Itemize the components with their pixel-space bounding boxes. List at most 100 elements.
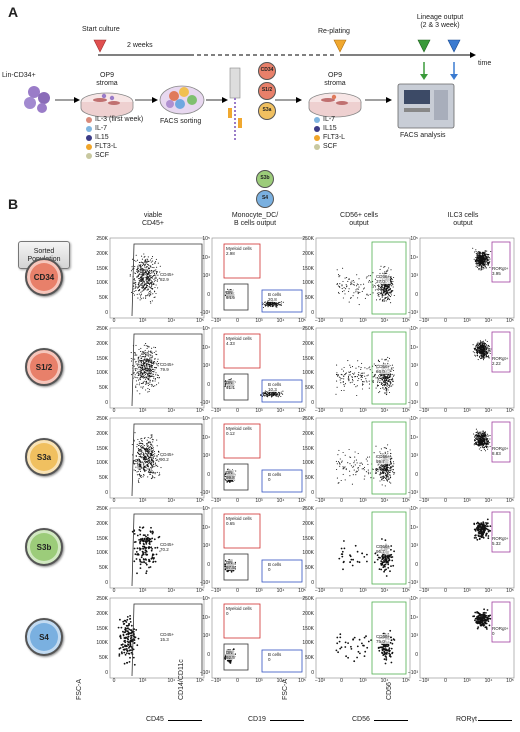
x-tick-label: 10⁵ [402, 678, 410, 684]
bcell-gate [261, 559, 303, 583]
x-tick-label: −10³ [314, 408, 326, 414]
y-tick-label: 0 [311, 670, 314, 676]
plot-frame [109, 417, 205, 499]
y-tick-label: 150K [302, 535, 314, 542]
y-axis-label-2: FSC-A [282, 679, 289, 700]
y-tick-label: 10⁴ [202, 344, 210, 351]
y-tick-label: 50K [99, 475, 108, 482]
x-tick-label: 10³ [255, 498, 263, 504]
x-tick-label: 0 [340, 318, 343, 324]
cd56-gate [371, 241, 407, 315]
y-axis-label-0: FSC-A [76, 679, 83, 700]
x-tick-label: 10⁴ [167, 678, 176, 684]
x-tick-label: 10⁵ [298, 678, 306, 684]
y-axis-label-1: CD14/CD11c [178, 659, 185, 700]
dn-gate-label: DN 41.1 [226, 380, 235, 391]
x-tick-label: 10⁴ [167, 588, 176, 594]
y-tick-label: 10⁴ [410, 614, 418, 621]
y-tick-label: 250K [302, 326, 314, 332]
flow-plot-r1-c0 [109, 327, 205, 409]
x-tick-label: 10⁵ [506, 318, 514, 324]
x-tick-label: 10⁴ [484, 408, 493, 414]
x-tick-label: −10³ [418, 318, 430, 324]
flow-plot-r2-c3 [419, 417, 515, 499]
rorgt-gate [491, 331, 511, 373]
dn-gate-label: DN 64.6 [226, 290, 235, 301]
myeloid-gate-label: Myeloid cells 4.33 [226, 336, 252, 347]
x-tick-label: 10⁵ [402, 498, 410, 504]
y-tick-label: 0 [311, 580, 314, 586]
lineage-week3-marker [447, 39, 461, 53]
y-tick-label: 50K [305, 295, 314, 302]
y-tick-label: 10⁵ [202, 326, 210, 332]
x-tick-label: 10⁴ [276, 498, 285, 504]
x-tick-label: 0 [444, 588, 447, 594]
y-tick-label: 100K [302, 280, 314, 287]
y-tick-label: 250K [96, 326, 108, 332]
bcell-gate-label: B cells 0 [268, 652, 282, 663]
x-tick-label: 10⁵ [196, 318, 204, 324]
y-tick-label: −10³ [407, 490, 418, 496]
x-tick-label: 10³ [255, 408, 263, 414]
lineage-output-label: Lineage output (2 & 3 week) [416, 14, 464, 30]
x-tick-label: −10³ [314, 588, 326, 594]
dn-gate-label: DN 92.5 [226, 650, 235, 661]
y-tick-label: 200K [96, 340, 108, 347]
x-axis-label-3: RORγt [456, 716, 477, 723]
cd45-gate [131, 603, 203, 677]
y-tick-label: 10³ [410, 453, 418, 459]
x-tick-label: 10⁵ [196, 678, 204, 684]
myeloid-gate-label: Myeloid cells 0.12 [226, 426, 252, 437]
flow-plot-r3-c3 [419, 507, 515, 589]
y-tick-label: 100K [302, 550, 314, 557]
y-tick-label: 100K [302, 460, 314, 467]
cd56-gate [371, 511, 407, 585]
event-dots [131, 432, 163, 484]
x-tick-label: −10³ [314, 498, 326, 504]
panel-a-letter: A [8, 4, 19, 20]
y-tick-label: 10⁵ [410, 416, 418, 422]
plot-frame [109, 507, 205, 589]
cytokine-dot-icon [314, 126, 320, 133]
cytokine-item: IL15 [86, 134, 143, 142]
x-tick-label: 10³ [139, 678, 147, 684]
x-tick-label: 10⁴ [167, 498, 176, 504]
x-tick-label: 0 [236, 318, 239, 324]
myeloid-gate [223, 603, 261, 639]
plot-frame [315, 507, 411, 589]
column-header-3: ILC3 cells output [447, 212, 479, 228]
y-tick-label: 10³ [410, 363, 418, 369]
cytokine-label: FLT3-L [323, 134, 346, 142]
y-tick-label: 50K [305, 475, 314, 482]
x-axis-arrow-icon [168, 720, 202, 721]
dn-gate-label: DN 99.8 [226, 470, 235, 481]
replating-marker [333, 39, 347, 53]
y-tick-label: 10⁴ [202, 254, 210, 261]
x-tick-label: 10⁵ [298, 318, 306, 324]
rorgt-gate-label: RORgt+ 0 [492, 626, 509, 637]
x-tick-label: 10⁴ [380, 498, 389, 504]
y-tick-label: 250K [302, 416, 314, 422]
panel-b-letter: B [8, 196, 19, 212]
cytokine-item: IL-7 [86, 125, 143, 133]
sorted-subset-4: S4 [256, 190, 274, 208]
y-tick-label: 150K [96, 445, 108, 452]
x-tick-label: 10⁵ [402, 408, 410, 414]
y-tick-label: 50K [305, 565, 314, 572]
cytokine-label: IL15 [95, 134, 109, 142]
x-tick-label: 0 [112, 408, 116, 414]
lineage-week2-marker [417, 39, 431, 53]
x-axis-arrow-icon [374, 720, 408, 721]
cd45-gate-label: CD45+ 82.9 [160, 272, 175, 283]
bcell-gate-label: B cells 0 [268, 472, 282, 483]
population-circle-s12: S1/2 [25, 348, 63, 386]
x-tick-label: 10⁵ [506, 408, 514, 414]
y-tick-label: 100K [96, 640, 108, 647]
x-tick-label: 10⁴ [276, 318, 285, 324]
x-tick-label: 10³ [139, 588, 147, 594]
x-tick-label: 0 [236, 588, 239, 594]
x-axis-label-0: CD45 [146, 716, 164, 723]
y-tick-label: −10³ [407, 400, 418, 406]
x-tick-label: 10³ [463, 408, 471, 414]
y-tick-label: 0 [207, 291, 210, 298]
